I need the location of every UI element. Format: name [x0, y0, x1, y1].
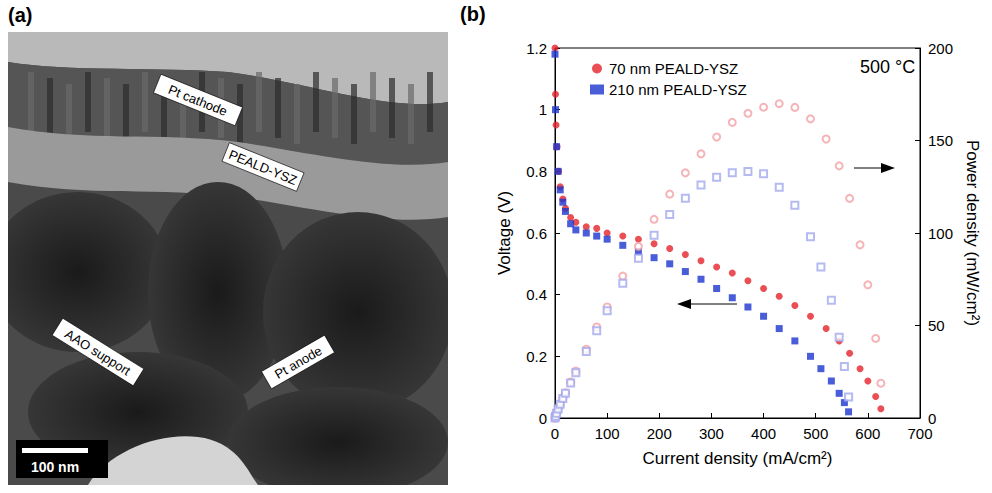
svg-text:100: 100: [928, 225, 953, 242]
svg-text:0.8: 0.8: [526, 163, 547, 180]
svg-text:1.2: 1.2: [526, 40, 547, 57]
svg-text:100 nm: 100 nm: [31, 459, 79, 475]
svg-text:210 nm PEALD-YSZ: 210 nm PEALD-YSZ: [609, 81, 747, 98]
svg-text:500 °C: 500 °C: [860, 57, 915, 77]
svg-text:Current density (mA/cm²): Current density (mA/cm²): [643, 449, 833, 468]
svg-text:Pt anode: Pt anode: [272, 343, 325, 382]
svg-text:50: 50: [928, 317, 945, 334]
svg-text:0.2: 0.2: [526, 348, 547, 365]
svg-text:Voltage (V): Voltage (V): [495, 191, 514, 275]
svg-text:0: 0: [539, 410, 547, 427]
svg-text:200: 200: [928, 40, 953, 57]
svg-text:500: 500: [803, 425, 828, 442]
svg-text:70 nm PEALD-YSZ: 70 nm PEALD-YSZ: [609, 60, 738, 77]
svg-text:400: 400: [751, 425, 776, 442]
svg-text:0.6: 0.6: [526, 225, 547, 242]
svg-text:1: 1: [539, 101, 547, 118]
svg-text:0: 0: [928, 410, 936, 427]
svg-text:0: 0: [551, 425, 559, 442]
svg-text:600: 600: [855, 425, 880, 442]
svg-text:Pt cathode: Pt cathode: [166, 82, 229, 119]
html-text:(a): (a): [8, 4, 33, 26]
svg-text:(b): (b): [460, 3, 486, 25]
svg-text:100: 100: [595, 425, 620, 442]
svg-text:150: 150: [928, 132, 953, 149]
svg-text:300: 300: [699, 425, 724, 442]
svg-text:AAO support: AAO support: [62, 326, 133, 378]
svg-text:200: 200: [647, 425, 672, 442]
svg-text:700: 700: [907, 425, 932, 442]
svg-text:0.4: 0.4: [526, 286, 547, 303]
svg-text:PEALD-YSZ: PEALD-YSZ: [227, 147, 300, 188]
svg-text:Power density (mW/cm²): Power density (mW/cm²): [963, 140, 982, 326]
